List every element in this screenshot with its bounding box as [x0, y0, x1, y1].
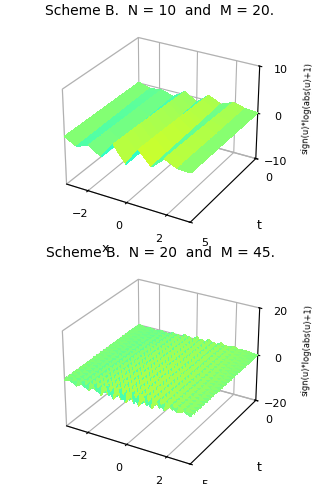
Title: Scheme B.  N = 20  and  M = 45.: Scheme B. N = 20 and M = 45.: [45, 245, 275, 259]
X-axis label: x: x: [102, 483, 109, 484]
X-axis label: x: x: [102, 242, 109, 255]
Title: Scheme B.  N = 10  and  M = 20.: Scheme B. N = 10 and M = 20.: [45, 4, 275, 18]
Y-axis label: t: t: [257, 219, 262, 232]
Y-axis label: t: t: [257, 460, 262, 473]
